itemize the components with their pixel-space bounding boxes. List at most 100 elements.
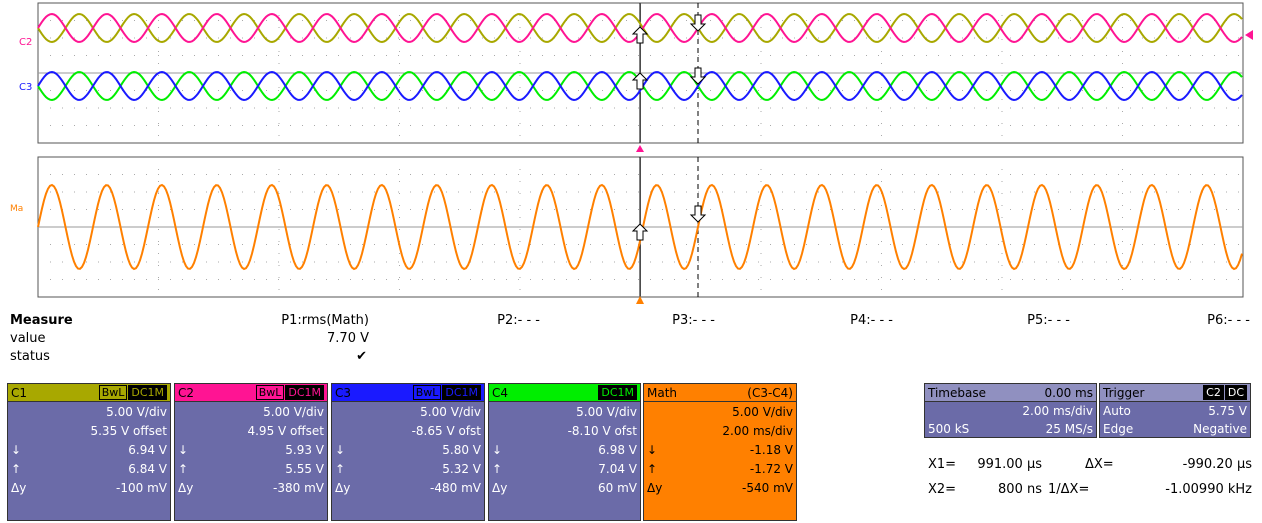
- cursor-value: 7.04 V: [598, 462, 637, 476]
- cursor-row: ↑ 5.55 V: [175, 459, 327, 478]
- cursor-value: 5.93 V: [285, 443, 324, 457]
- tags: BwLDC1M: [99, 385, 167, 400]
- cursor-row: ↓6.98 V: [489, 440, 640, 459]
- trace-label: C3: [19, 82, 32, 93]
- trigger-title: Trigger: [1103, 386, 1144, 400]
- info-text: -8.10 V ofst: [568, 424, 637, 438]
- timebase-row: 500 kS25 MS/s: [925, 420, 1096, 438]
- cursor-label: X2=: [928, 482, 956, 497]
- page: {"traces":{"upper":["C2","C3"],"lower":"…: [0, 0, 1262, 523]
- cursor-row: ↑ 5.32 V: [332, 459, 484, 478]
- info-row: 4.95 V offset: [175, 421, 327, 440]
- cursor-symbol: Δy: [178, 481, 193, 495]
- channel-name: C3: [335, 386, 351, 400]
- cursor-symbol: ↑: [11, 462, 21, 476]
- cursor-symbol: ↓: [178, 443, 188, 457]
- cursor-row: ↑-1.72 V: [644, 459, 796, 478]
- tag: BwL: [256, 385, 285, 400]
- tag: C2: [1203, 385, 1224, 400]
- param-value: 7.70 V: [327, 331, 369, 346]
- info-row: 5.00 V/div: [175, 402, 327, 421]
- cursor-row: ↓6.94 V: [8, 440, 170, 459]
- trigger-level: 5.75 V: [1208, 404, 1247, 418]
- tags: DC1M: [598, 385, 637, 400]
- channel-header: Math(C3-C4): [644, 384, 796, 402]
- row-label: status: [10, 349, 50, 364]
- trace-label: C2: [19, 37, 32, 48]
- channel-header: C1 BwLDC1M: [8, 384, 170, 402]
- timebase-title: Timebase: [928, 386, 986, 400]
- trigger-mode: Auto: [1103, 404, 1131, 418]
- cursor-row: Δy-100 mV: [8, 478, 170, 497]
- trigger-marker: [1245, 30, 1253, 40]
- cursor-value: 60 mV: [598, 481, 637, 495]
- cursor-symbol: Δy: [11, 481, 26, 495]
- param-label: P6:- - -: [1207, 313, 1250, 328]
- tag: BwL: [413, 385, 442, 400]
- math-expr: (C3-C4): [747, 386, 793, 400]
- info-row: 2.00 ms/div: [644, 421, 796, 440]
- cursor-value: -1.72 V: [750, 462, 793, 476]
- cursor-row: Δy-480 mV: [332, 478, 484, 497]
- timebase-samples: 500 kS: [928, 422, 969, 436]
- channel-header: C3 BwLDC1M: [332, 384, 484, 402]
- channel-box: C2BwLDC1M5.00 V/div4.95 V offset↓5.93 V↑…: [174, 383, 328, 521]
- cursor-value: 6.98 V: [598, 443, 637, 457]
- cursor-value: -990.20 µs: [1183, 457, 1252, 472]
- cursor-value: 6.94 V: [128, 443, 167, 457]
- param-label: P1:rms(Math): [281, 313, 369, 328]
- cursor-symbol: ↑: [335, 462, 345, 476]
- info-text: 5.35 V offset: [90, 424, 167, 438]
- cursor-label: X1=: [928, 457, 956, 472]
- cursor-label: ΔX=: [1085, 457, 1114, 472]
- info-text: 5.00 V/div: [106, 405, 167, 419]
- channel-name: C1: [11, 386, 27, 400]
- channel-name: C4: [492, 386, 508, 400]
- cursor-value: 5.55 V: [285, 462, 324, 476]
- trigger-marker: [636, 145, 644, 152]
- cursor-row: ↓-1.18 V: [644, 440, 796, 459]
- cursor-value: 5.80 V: [442, 443, 481, 457]
- cursor-symbol: ↓: [335, 443, 345, 457]
- trigger-slope: Negative: [1193, 422, 1247, 436]
- cursor-value: 800 ns: [998, 482, 1042, 497]
- cursor-value: 5.32 V: [442, 462, 481, 476]
- info-text: -8.65 V ofst: [412, 424, 481, 438]
- timebase-tdiv: 2.00 ms/div: [1022, 404, 1093, 418]
- measure-title: Measure: [10, 313, 73, 328]
- cursor-value: -540 mV: [742, 481, 793, 495]
- info-row: 5.00 V/div: [489, 402, 640, 421]
- row-label: value: [10, 331, 46, 346]
- channel-name: C2: [178, 386, 194, 400]
- tag: DC1M: [598, 385, 637, 400]
- cursor-row: Δy -380 mV: [175, 478, 327, 497]
- tag: DC: [1225, 385, 1247, 400]
- param-label: P5:- - -: [1027, 313, 1070, 328]
- cursor-value: -1.00990 kHz: [1165, 482, 1252, 497]
- timebase-row: 2.00 ms/div: [925, 402, 1096, 420]
- info-row: 5.00 V/div: [8, 402, 170, 421]
- cursor-value: -380 mV: [273, 481, 324, 495]
- param-label: P4:- - -: [850, 313, 893, 328]
- info-text: 5.00 V/div: [576, 405, 637, 419]
- cursor-symbol: Δy: [492, 481, 507, 495]
- info-row: -8.10 V ofst: [489, 421, 640, 440]
- info-text: 5.00 V/div: [732, 405, 793, 419]
- cursor-value: 991.00 µs: [977, 457, 1042, 472]
- cursor-symbol: ↑: [178, 462, 188, 476]
- info-text: 4.95 V offset: [247, 424, 324, 438]
- tag: BwL: [99, 385, 128, 400]
- cursor-symbol: Δy: [335, 481, 350, 495]
- cursor-symbol: Δy: [647, 481, 662, 495]
- info-row: 5.00 V/div: [644, 402, 796, 421]
- info-text: 2.00 ms/div: [722, 424, 793, 438]
- cursor-row: ↓ 5.80 V: [332, 440, 484, 459]
